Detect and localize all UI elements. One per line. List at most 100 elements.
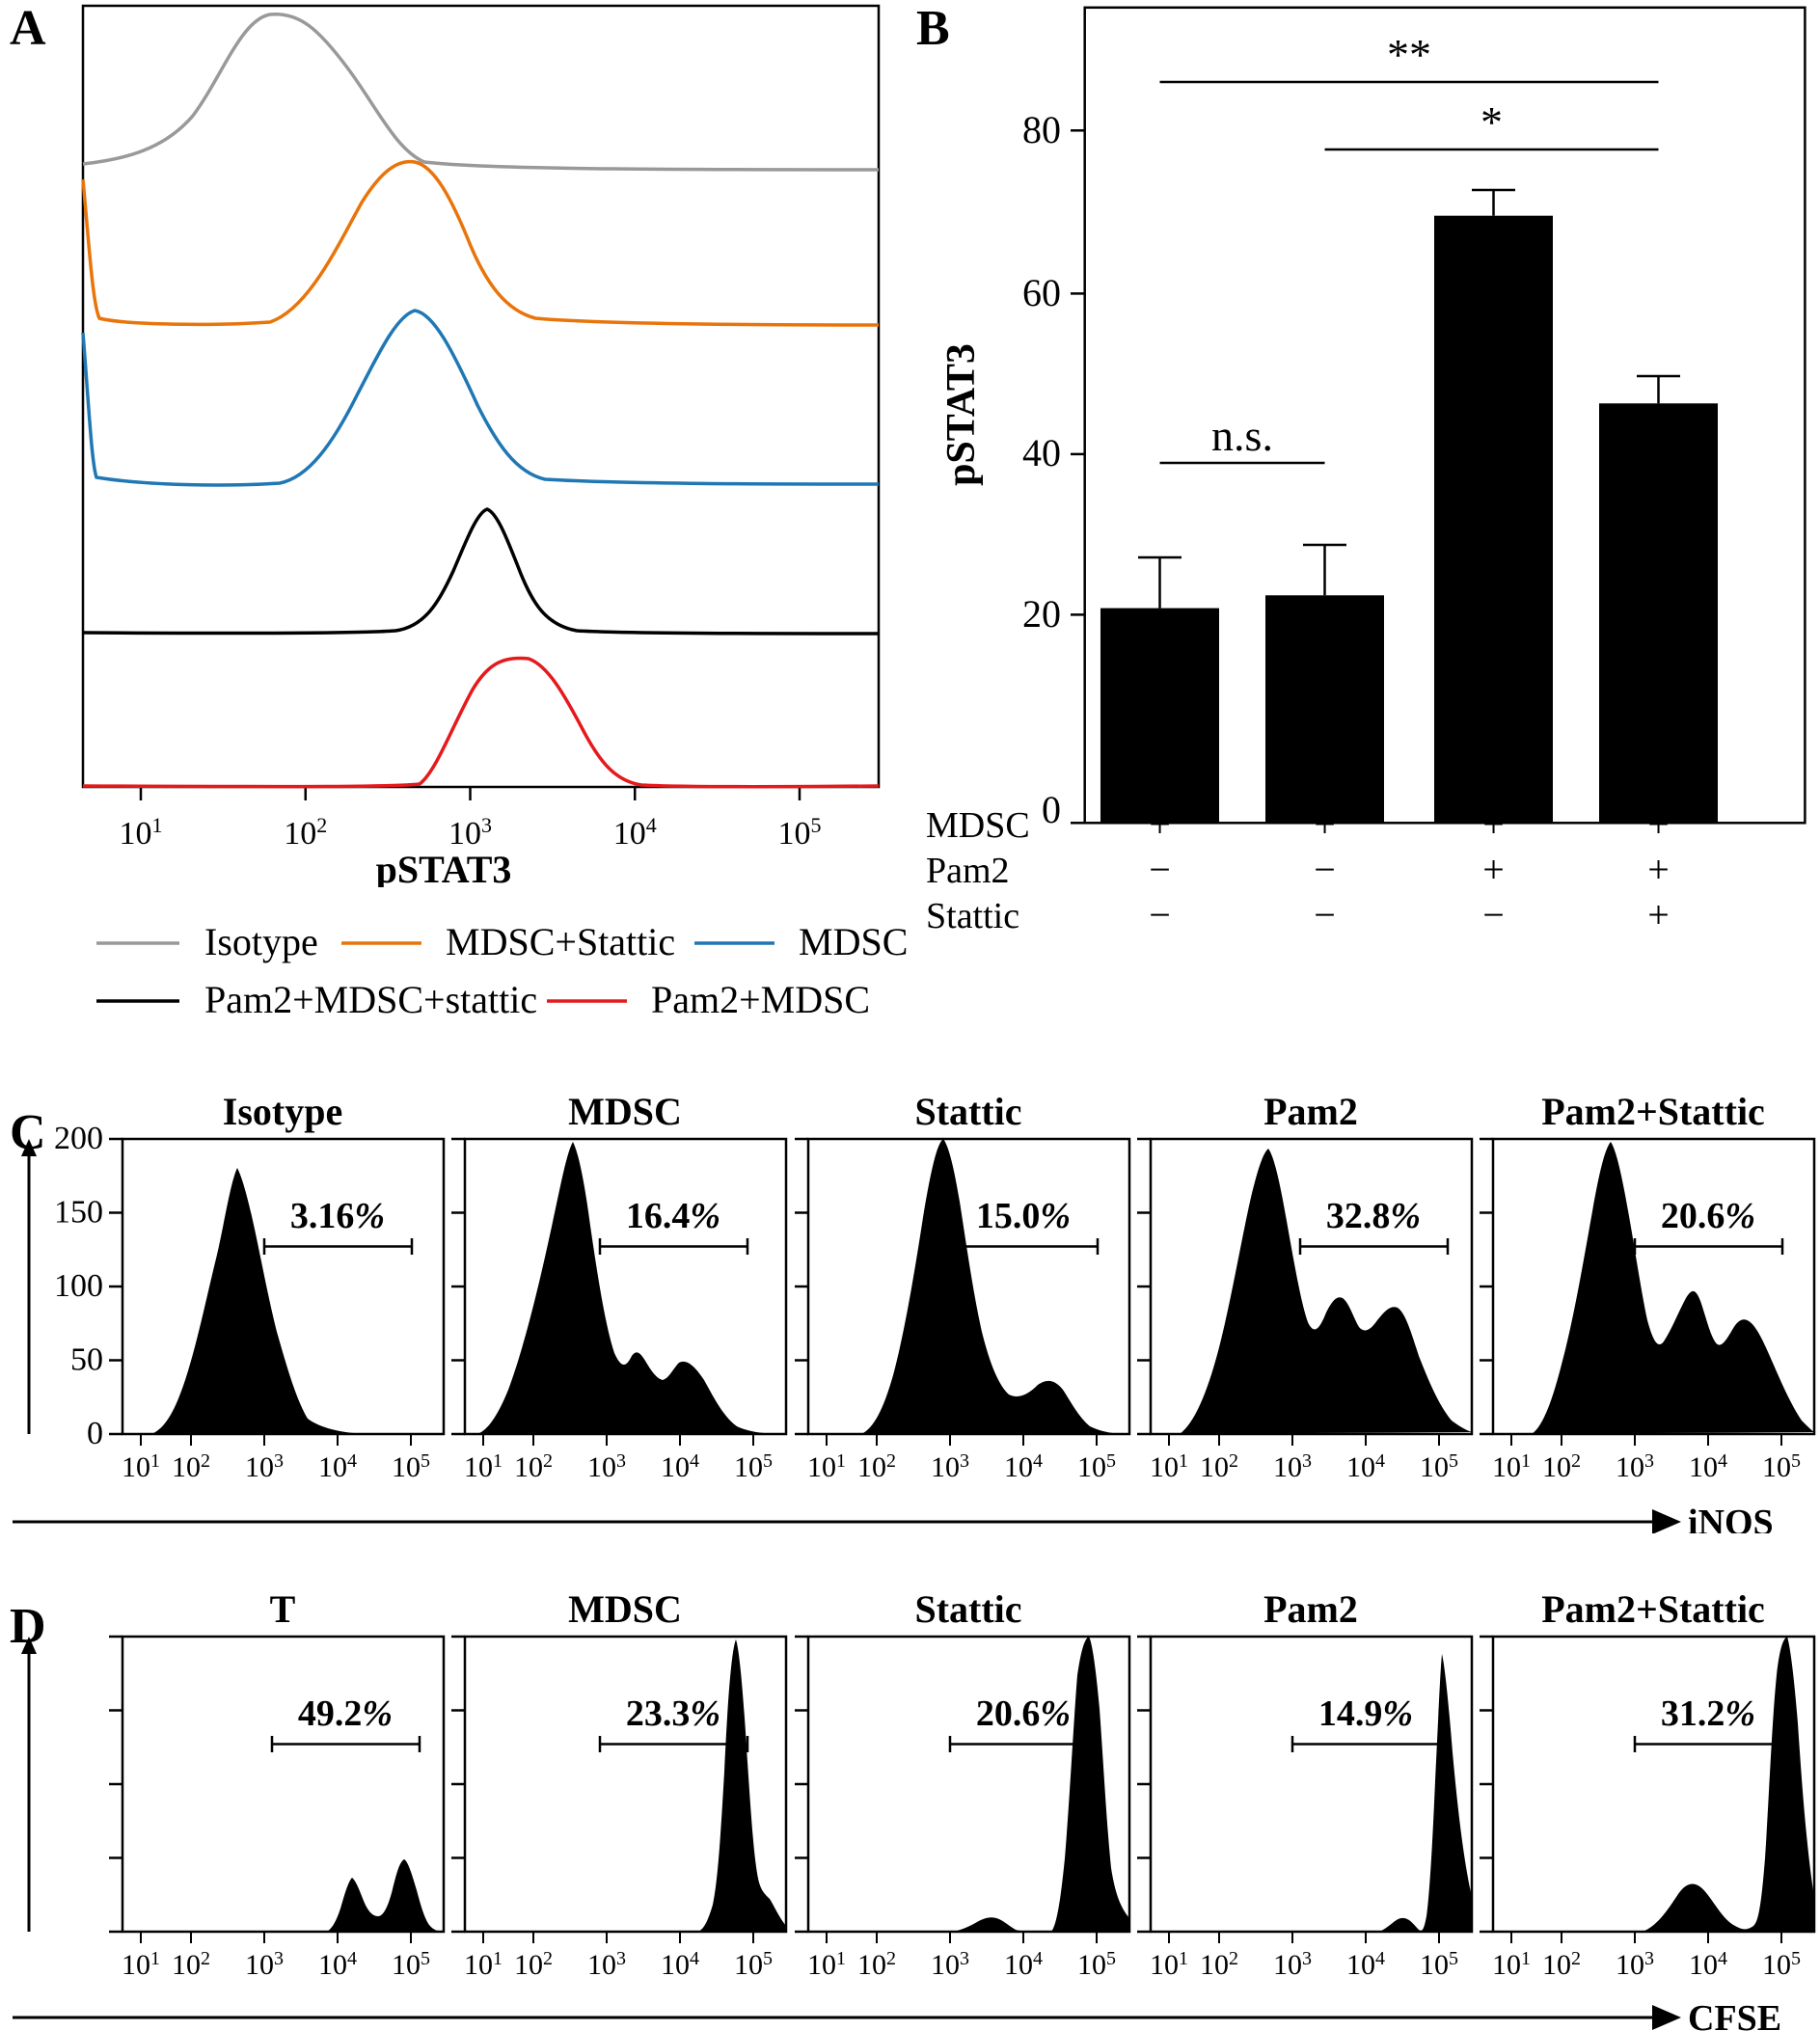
svg-text:101: 101 (464, 1948, 503, 1981)
svg-text:23.3%: 23.3% (626, 1693, 720, 1734)
svg-text:104: 104 (1004, 1948, 1043, 1981)
svg-text:+: + (1314, 802, 1336, 846)
svg-text:102: 102 (172, 1948, 210, 1981)
svg-text:Stattic: Stattic (926, 896, 1019, 936)
svg-text:102: 102 (857, 1948, 896, 1981)
svg-text:104: 104 (661, 1948, 699, 1981)
svg-text:Pam2+MDSC+stattic: Pam2+MDSC+stattic (204, 978, 537, 1021)
svg-text:104: 104 (1689, 1948, 1727, 1981)
svg-text:104: 104 (1004, 1450, 1043, 1483)
svg-text:105: 105 (392, 1948, 430, 1981)
svg-text:20.6%: 20.6% (1661, 1196, 1755, 1236)
svg-text:+: + (1647, 848, 1670, 891)
svg-text:105: 105 (1077, 1948, 1116, 1981)
svg-text:104: 104 (1689, 1450, 1727, 1483)
svg-text:Pam2: Pam2 (1263, 1587, 1358, 1631)
svg-text:49.2%: 49.2% (298, 1693, 393, 1734)
svg-text:60: 60 (1022, 271, 1061, 314)
svg-text:102: 102 (1200, 1948, 1238, 1981)
svg-text:102: 102 (514, 1948, 553, 1981)
svg-text:+: + (1149, 802, 1171, 846)
svg-text:T: T (270, 1587, 296, 1631)
svg-text:104: 104 (1346, 1450, 1385, 1483)
svg-text:MDSC+Stattic: MDSC+Stattic (446, 920, 675, 963)
svg-text:Isotype: Isotype (223, 1090, 342, 1133)
svg-text:Pam2: Pam2 (1263, 1090, 1358, 1133)
svg-text:0: 0 (87, 1416, 103, 1451)
svg-text:**: ** (1387, 30, 1431, 79)
svg-text:105: 105 (734, 1450, 773, 1483)
svg-text:+: + (1482, 802, 1505, 846)
svg-text:−: − (1482, 893, 1505, 936)
svg-text:Pam2+Stattic: Pam2+Stattic (1541, 1090, 1765, 1133)
svg-text:104: 104 (318, 1948, 357, 1981)
svg-text:n.s.: n.s. (1211, 411, 1273, 460)
svg-text:−: − (1149, 893, 1171, 936)
svg-text:101: 101 (1150, 1450, 1188, 1483)
svg-text:103: 103 (587, 1450, 626, 1483)
svg-text:−: − (1314, 848, 1336, 891)
svg-text:+: + (1647, 802, 1670, 846)
svg-text:105: 105 (1420, 1450, 1458, 1483)
svg-text:103: 103 (1616, 1450, 1654, 1483)
svg-text:105: 105 (392, 1450, 430, 1483)
svg-text:102: 102 (514, 1450, 553, 1483)
svg-text:Pam2+Stattic: Pam2+Stattic (1541, 1587, 1765, 1631)
svg-text:101: 101 (122, 1948, 160, 1981)
svg-text:150: 150 (54, 1195, 103, 1231)
svg-text:104: 104 (613, 813, 657, 852)
svg-text:105: 105 (778, 813, 822, 852)
svg-text:Isotype: Isotype (204, 920, 318, 963)
svg-text:105: 105 (1762, 1450, 1801, 1483)
svg-text:103: 103 (245, 1948, 284, 1981)
svg-text:102: 102 (1542, 1450, 1581, 1483)
svg-text:104: 104 (1346, 1948, 1385, 1981)
svg-text:101: 101 (122, 1450, 160, 1483)
svg-text:−: − (1149, 848, 1171, 891)
svg-text:pSTAT3: pSTAT3 (376, 848, 512, 887)
svg-text:101: 101 (807, 1450, 846, 1483)
svg-text:101: 101 (464, 1450, 503, 1483)
svg-text:pSTAT3: pSTAT3 (939, 343, 984, 486)
svg-text:103: 103 (931, 1450, 969, 1483)
svg-text:−: − (1314, 893, 1336, 936)
svg-text:105: 105 (734, 1948, 773, 1981)
svg-text:50: 50 (70, 1342, 103, 1378)
svg-text:MDSC: MDSC (799, 920, 907, 963)
svg-text:40: 40 (1022, 431, 1061, 474)
svg-text:103: 103 (931, 1948, 969, 1981)
svg-text:Stattic: Stattic (914, 1090, 1021, 1133)
svg-text:Pam2+MDSC: Pam2+MDSC (651, 978, 870, 1021)
svg-text:102: 102 (1542, 1948, 1581, 1981)
svg-text:Pam2: Pam2 (926, 851, 1010, 891)
svg-text:iNOS: iNOS (1688, 1503, 1774, 1533)
svg-text:103: 103 (1273, 1948, 1312, 1981)
svg-text:MDSC: MDSC (926, 805, 1030, 846)
svg-text:100: 100 (54, 1268, 103, 1304)
svg-text:102: 102 (284, 813, 327, 852)
svg-text:101: 101 (807, 1948, 846, 1981)
svg-text:16.4%: 16.4% (626, 1196, 720, 1236)
svg-text:31.2%: 31.2% (1661, 1693, 1755, 1734)
svg-text:14.9%: 14.9% (1318, 1693, 1413, 1734)
svg-text:CFSE: CFSE (1688, 1998, 1781, 2031)
svg-text:+: + (1647, 893, 1670, 936)
svg-text:MDSC: MDSC (568, 1587, 682, 1631)
svg-text:103: 103 (1616, 1948, 1654, 1981)
svg-text:102: 102 (172, 1450, 210, 1483)
svg-text:200: 200 (54, 1121, 103, 1156)
svg-text:*: * (1480, 97, 1503, 147)
svg-text:3.16%: 3.16% (290, 1196, 385, 1236)
svg-text:32.8%: 32.8% (1326, 1196, 1421, 1236)
svg-text:102: 102 (857, 1450, 896, 1483)
svg-text:15.0%: 15.0% (976, 1196, 1071, 1236)
svg-text:103: 103 (587, 1948, 626, 1981)
svg-text:104: 104 (661, 1450, 699, 1483)
svg-text:105: 105 (1762, 1948, 1801, 1981)
svg-text:103: 103 (245, 1450, 284, 1483)
svg-text:105: 105 (1420, 1948, 1458, 1981)
svg-text:104: 104 (318, 1450, 357, 1483)
svg-text:103: 103 (448, 813, 492, 852)
svg-text:101: 101 (1492, 1450, 1531, 1483)
svg-text:+: + (1482, 848, 1505, 891)
